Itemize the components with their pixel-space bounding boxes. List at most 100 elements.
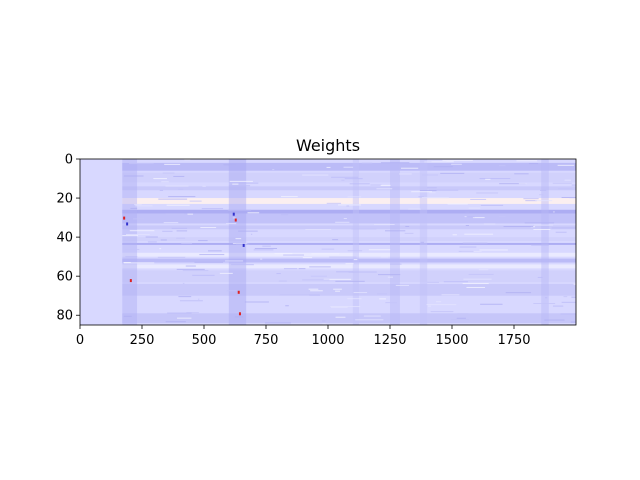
heatmap-streak: [561, 301, 576, 303]
heatmap-streak: [232, 243, 248, 245]
heatmap-streak: [336, 271, 354, 273]
heatmap-streak: [462, 242, 488, 244]
heatmap-streak: [545, 297, 548, 299]
heatmap-row-band: [122, 209, 576, 214]
heatmap-streak: [228, 185, 251, 187]
heatmap-streak: [499, 165, 506, 167]
heatmap-streak: [231, 264, 254, 266]
heatmap-streak: [400, 167, 419, 169]
y-tick-label: 60: [56, 270, 73, 285]
x-tick-label: 750: [254, 333, 279, 348]
heatmap-streak: [347, 196, 362, 198]
heatmap-streak: [322, 323, 327, 325]
heatmap-streak: [361, 162, 373, 164]
heatmap-streak: [534, 224, 554, 226]
heatmap-streak: [405, 225, 410, 227]
heatmap-streak: [523, 198, 539, 200]
heatmap-streak: [219, 272, 233, 274]
heatmap-streak: [351, 228, 377, 230]
heatmap-streak: [378, 274, 401, 276]
heatmap-cells: [122, 159, 576, 325]
heatmap-streak: [341, 179, 345, 181]
heatmap-streak: [480, 204, 504, 206]
heatmap-streak: [186, 312, 199, 314]
heatmap-streak: [483, 223, 496, 225]
heatmap-streak: [298, 268, 306, 270]
heatmap-streak: [451, 163, 462, 165]
heatmap-streak: [470, 198, 487, 200]
heatmap-row-band: [122, 283, 576, 296]
heatmap-streak: [343, 218, 347, 220]
heatmap-streak: [262, 245, 271, 247]
heatmap-streak: [390, 263, 402, 265]
heatmap-streak: [332, 239, 339, 241]
heatmap-streak: [147, 241, 157, 243]
heatmap-streak: [223, 164, 237, 166]
heatmap-streak: [129, 230, 155, 232]
x-tick-label: 250: [130, 333, 155, 348]
heatmap-streak: [184, 159, 191, 161]
heatmap-streak: [176, 317, 192, 319]
heatmap-streak: [537, 276, 543, 278]
heatmap-streak: [404, 232, 414, 234]
heatmap-streak: [558, 214, 576, 216]
heatmap-streak: [187, 213, 194, 215]
y-tick-label: 80: [56, 309, 73, 324]
heatmap-streak: [368, 249, 391, 251]
heatmap-streak: [162, 172, 175, 174]
heatmap-streak: [226, 290, 237, 292]
heatmap-streak: [176, 268, 205, 270]
heatmap-streak: [182, 270, 209, 272]
heatmap-streak: [153, 178, 168, 180]
heatmap-streak: [133, 218, 144, 220]
heatmap-streak: [283, 268, 298, 270]
heatmap-streak: [422, 174, 438, 176]
heatmap-streak: [166, 204, 190, 206]
heatmap-streak: [123, 262, 155, 264]
heatmap-streak: [283, 254, 304, 256]
heatmap-streak: [200, 227, 217, 229]
heatmap-streak: [176, 237, 186, 239]
heatmap-streak: [544, 319, 565, 321]
heatmap-streak: [333, 288, 342, 290]
heatmap-streak: [370, 184, 382, 186]
heatmap-streak: [421, 197, 449, 199]
heatmap-streak: [564, 179, 572, 181]
heatmap-streak: [561, 197, 576, 199]
heatmap-streak: [302, 279, 330, 281]
heatmap-streak: [201, 208, 224, 210]
heatmap-row-band: [122, 313, 576, 324]
heatmap-streak: [465, 211, 470, 213]
heatmap-streak: [466, 286, 486, 288]
heatmap-streak: [161, 181, 169, 183]
heatmap-streak: [309, 266, 331, 268]
heatmap-plot-area: [79, 158, 577, 326]
heatmap-row-band: [122, 270, 576, 283]
heatmap-streak: [305, 229, 332, 231]
heatmap-row-band: [122, 186, 576, 191]
heatmap-streak: [539, 194, 544, 196]
heatmap-streak: [331, 176, 359, 178]
heatmap-streak: [505, 292, 532, 294]
heatmap-streak: [343, 166, 354, 168]
heatmap-column-band: [541, 159, 549, 325]
heatmap-streak: [499, 183, 526, 185]
heatmap-row-band: [122, 264, 576, 269]
heatmap-streak: [440, 172, 465, 174]
heatmap-streak: [557, 164, 575, 166]
heatmap-streak: [194, 261, 224, 263]
heatmap-streak: [552, 305, 564, 307]
heatmap-streak: [159, 189, 164, 191]
heatmap-streak: [157, 256, 186, 258]
heatmap-streak: [427, 187, 437, 189]
heatmap-streak: [326, 202, 342, 204]
heatmap-streak: [198, 240, 208, 242]
heatmap-streak: [302, 174, 329, 176]
heatmap-streak: [232, 183, 239, 185]
heatmap-streak: [429, 189, 459, 191]
heatmap-streak: [374, 223, 395, 225]
heatmap-streak: [164, 163, 181, 165]
heatmap-hotspot: [129, 279, 132, 283]
heatmap-streak: [535, 200, 553, 202]
heatmap-streak: [225, 223, 237, 225]
